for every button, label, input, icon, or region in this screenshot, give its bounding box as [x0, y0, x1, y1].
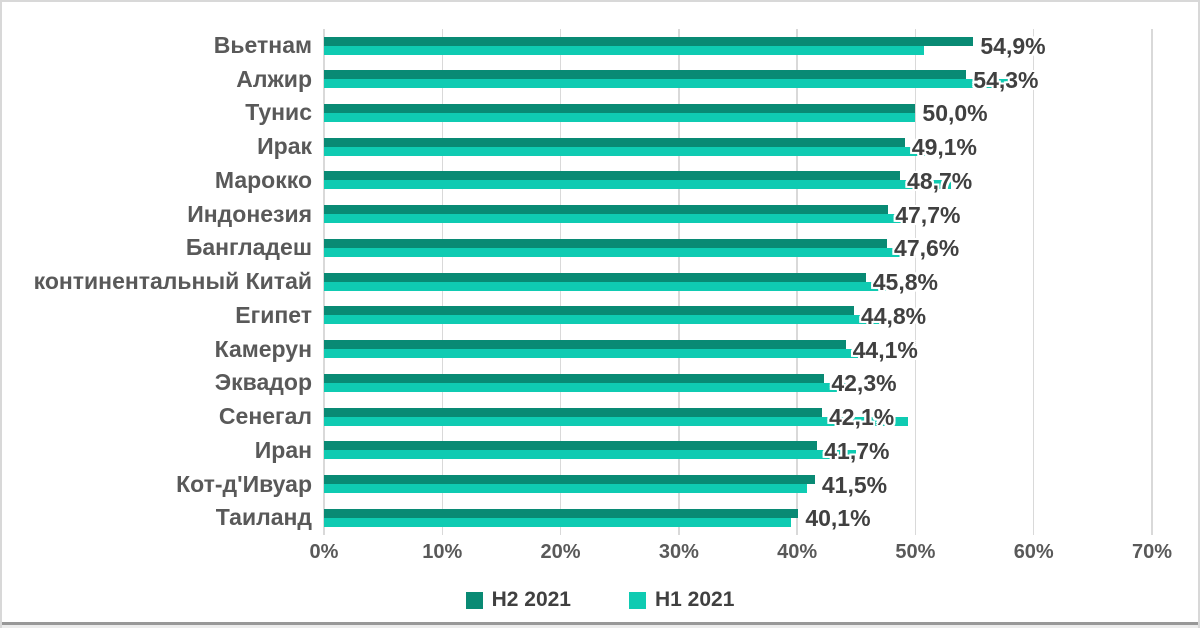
bar-h2-2021: [324, 475, 815, 485]
bottom-border: [2, 622, 1198, 628]
category-label: Алжир: [236, 65, 312, 92]
bar-h1-2021: [324, 146, 929, 156]
bar-h1-2021: [324, 180, 951, 190]
legend-item-h2-2021: H2 2021: [465, 588, 571, 612]
bar-h2-2021: [324, 441, 818, 451]
bar-h1-2021: [324, 349, 860, 359]
bar-h1-2021: [324, 450, 857, 460]
category-label: Ирак: [257, 133, 312, 160]
x-axis-tick: 50%: [895, 541, 936, 563]
value-label: 42,1%: [828, 404, 895, 431]
category-label: Иран: [254, 436, 312, 463]
x-axis-tick: 0%: [309, 541, 339, 563]
bar-h1-2021: [324, 45, 924, 55]
value-label: 49,1%: [911, 134, 977, 161]
bar-h2-2021: [324, 508, 799, 518]
category-label: Кот-д'Ивуар: [176, 470, 312, 497]
bar-h2-2021: [324, 407, 822, 417]
x-axis-tick: 10%: [422, 541, 463, 563]
bar-h2-2021: [324, 36, 974, 46]
x-axis-tick: 60%: [1013, 541, 1054, 563]
gridline: [914, 29, 917, 535]
gridline: [1151, 29, 1153, 535]
value-label: 47,7%: [895, 201, 961, 228]
legend-label-h2-2021: H2 2021: [491, 588, 571, 611]
category-label: Таиланд: [215, 504, 312, 531]
legend: H2 2021 H1 2021: [2, 588, 1198, 612]
value-label: 47,6%: [894, 235, 960, 262]
bar-h2-2021: [324, 238, 888, 248]
value-label: 45,8%: [872, 269, 938, 296]
bar-h1-2021: [324, 281, 896, 291]
category-label: Вьетнам: [213, 32, 312, 58]
category-label: Египет: [235, 301, 312, 328]
bar-h1-2021: [324, 484, 807, 494]
bar-h2-2021: [324, 306, 854, 316]
category-label: Бангладеш: [185, 234, 312, 261]
value-label: 54,3%: [973, 66, 1039, 93]
bar-h2-2021: [324, 70, 967, 80]
bar-h2-2021: [324, 373, 825, 383]
bar-h2-2021: [324, 205, 889, 215]
bar-h1-2021: [324, 416, 909, 426]
bar-h1-2021: [324, 112, 916, 122]
value-label: 42,3%: [831, 370, 897, 397]
legend-item-h1-2021: H1 2021: [629, 588, 734, 612]
value-label: 54,9%: [980, 33, 1046, 59]
bar-h1-2021: [324, 517, 792, 527]
x-axis-tick: 20%: [540, 541, 581, 563]
value-label: 48,7%: [907, 167, 973, 194]
value-label: 41,5%: [821, 471, 888, 498]
value-label: 40,1%: [805, 505, 871, 532]
legend-label-h1-2021: H1 2021: [655, 588, 735, 611]
category-label: Тунис: [245, 99, 312, 126]
bar-h2-2021: [324, 340, 846, 350]
category-label: Марокко: [214, 166, 312, 193]
value-label: 41,7%: [824, 437, 890, 464]
value-label: 44,1%: [852, 336, 918, 363]
bar-h1-2021: [324, 382, 851, 392]
category-label: Камерун: [214, 335, 312, 362]
legend-swatch-h1-icon: [629, 591, 646, 609]
bar-h2-2021: [324, 272, 866, 282]
value-label: 44,8%: [860, 302, 927, 329]
gridline: [1032, 29, 1035, 535]
category-label: Сенегал: [218, 403, 312, 430]
legend-swatch-h2-icon: [465, 591, 483, 609]
bar-h1-2021: [324, 315, 883, 325]
bar-h2-2021: [324, 137, 905, 147]
x-axis-tick: 30%: [658, 541, 699, 563]
bar-h2-2021: [324, 103, 916, 113]
bar-h1-2021: [324, 247, 906, 257]
bar-h1-2021: [324, 79, 1013, 89]
x-axis-tick: 70%: [1131, 541, 1173, 563]
category-label: Эквадор: [214, 369, 312, 396]
value-label: 50,0%: [922, 100, 988, 127]
category-label: континентальный Китай: [33, 268, 312, 295]
bar-h2-2021: [324, 171, 901, 181]
bar-h1-2021: [324, 214, 904, 224]
category-label: Индонезия: [187, 200, 312, 227]
x-axis-tick: 40%: [777, 541, 818, 563]
